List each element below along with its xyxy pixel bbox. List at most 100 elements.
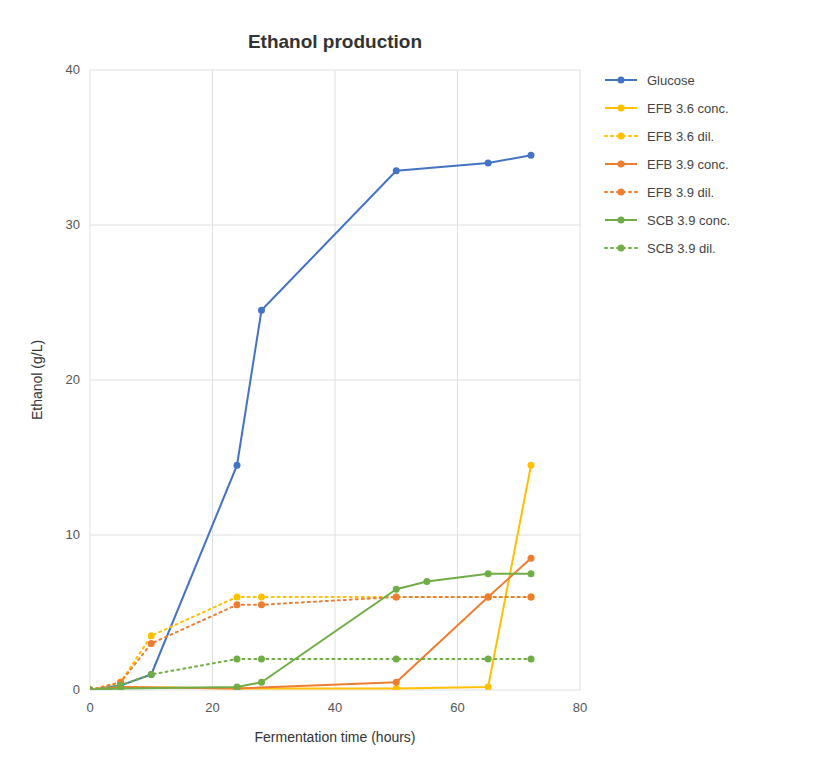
series-line <box>90 597 531 690</box>
series-marker <box>90 687 94 691</box>
series <box>90 570 535 690</box>
y-tick-label: 0 <box>73 682 80 697</box>
y-tick-label: 30 <box>66 217 80 232</box>
series-marker <box>528 594 535 601</box>
series-marker <box>234 601 241 608</box>
legend-label: EFB 3.9 conc. <box>647 157 729 172</box>
grid <box>90 70 580 690</box>
legend-item: Glucose <box>605 73 695 88</box>
series-marker <box>485 594 492 601</box>
series-marker <box>148 671 155 678</box>
series-marker <box>485 594 492 601</box>
legend: Glucose EFB 3.6 conc. EFB 3.6 dil. EFB 3.9 … <box>605 73 730 256</box>
legend-marker <box>618 105 625 112</box>
x-tick-label: 0 <box>86 700 93 715</box>
series-marker <box>234 462 241 469</box>
series-marker <box>485 594 492 601</box>
legend-item: EFB 3.6 dil. <box>605 129 714 144</box>
series-marker <box>90 687 94 691</box>
chart: 0 20 40 60 80 0 10 20 30 40 Ethanol production Ferm… <box>0 0 840 780</box>
legend-label: SCB 3.9 dil. <box>647 241 716 256</box>
legend-item: EFB 3.9 dil. <box>605 185 714 200</box>
series-marker <box>90 687 94 691</box>
plot-data <box>90 152 535 690</box>
series-marker <box>485 160 492 167</box>
series-marker <box>393 679 400 686</box>
series-marker <box>393 656 400 663</box>
series-marker <box>528 462 535 469</box>
legend-label: EFB 3.6 dil. <box>647 129 714 144</box>
series-line <box>90 155 531 690</box>
series-marker <box>90 687 94 691</box>
x-tick-label: 80 <box>573 700 587 715</box>
series-marker <box>258 601 265 608</box>
legend-marker <box>618 189 625 196</box>
y-axis-label: Ethanol (g/L) <box>29 340 45 420</box>
y-tick-label: 40 <box>66 62 80 77</box>
series-marker <box>148 640 155 647</box>
series-marker <box>528 570 535 577</box>
y-grid-line <box>90 225 580 226</box>
x-tick-label: 40 <box>328 700 342 715</box>
y-grid-line <box>90 380 580 381</box>
series <box>90 594 535 691</box>
series-marker <box>393 594 400 601</box>
series-marker <box>485 570 492 577</box>
legend-label: Glucose <box>647 73 695 88</box>
legend-marker <box>618 77 625 84</box>
series-marker <box>485 683 492 690</box>
series-marker <box>90 687 94 691</box>
legend-label: EFB 3.6 conc. <box>647 101 729 116</box>
series <box>90 152 535 690</box>
series-marker <box>528 555 535 562</box>
series-marker <box>117 682 124 689</box>
series-marker <box>528 656 535 663</box>
series-marker <box>234 594 241 601</box>
series <box>90 656 535 691</box>
series <box>90 555 535 690</box>
tick-labels: 0 20 40 60 80 0 10 20 30 40 <box>66 62 588 715</box>
series <box>90 462 535 690</box>
series-line <box>90 574 531 690</box>
series <box>90 594 535 691</box>
legend-item: SCB 3.9 conc. <box>605 213 730 228</box>
series-marker <box>528 152 535 159</box>
series-marker <box>90 687 94 691</box>
x-axis-label: Fermentation time (hours) <box>254 729 415 745</box>
y-grid-line <box>90 535 580 536</box>
legend-item: SCB 3.9 dil. <box>605 241 716 256</box>
series-line <box>90 558 531 690</box>
chart-title: Ethanol production <box>248 31 422 52</box>
legend-item: EFB 3.6 conc. <box>605 101 729 116</box>
series-marker <box>148 632 155 639</box>
x-tick-label: 20 <box>205 700 219 715</box>
legend-marker <box>618 133 625 140</box>
y-tick-label: 20 <box>66 372 80 387</box>
x-tick-label: 60 <box>450 700 464 715</box>
series-marker <box>393 594 400 601</box>
series-line <box>90 465 531 690</box>
series-marker <box>258 594 265 601</box>
legend-marker <box>618 161 625 168</box>
series-marker <box>258 679 265 686</box>
series-marker <box>117 682 124 689</box>
series-marker <box>234 656 241 663</box>
y-grid-line <box>90 690 580 691</box>
series-marker <box>423 578 430 585</box>
legend-marker <box>618 217 625 224</box>
series-marker <box>258 656 265 663</box>
series-line <box>90 597 531 690</box>
series-marker <box>393 586 400 593</box>
series-marker <box>90 687 94 691</box>
y-tick-label: 10 <box>66 527 80 542</box>
series-line <box>90 659 531 690</box>
series-marker <box>234 683 241 690</box>
series-marker <box>528 594 535 601</box>
legend-item: EFB 3.9 conc. <box>605 157 729 172</box>
series-marker <box>258 307 265 314</box>
legend-label: SCB 3.9 conc. <box>647 213 730 228</box>
series-marker <box>485 656 492 663</box>
legend-label: EFB 3.9 dil. <box>647 185 714 200</box>
y-grid-line <box>90 70 580 71</box>
series-marker <box>393 167 400 174</box>
